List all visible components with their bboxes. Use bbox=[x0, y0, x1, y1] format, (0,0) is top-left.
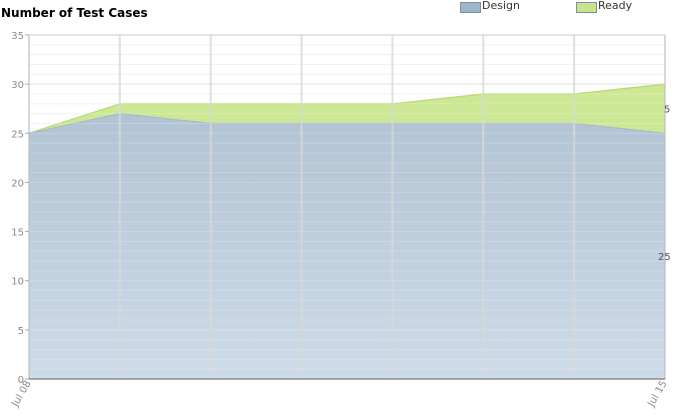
data-labels: 5 25 bbox=[658, 105, 671, 263]
y-tick-label: 20 bbox=[11, 178, 24, 189]
series-line-ready bbox=[28, 83, 666, 134]
area-design bbox=[29, 113, 665, 379]
legend-label-ready: Ready bbox=[598, 0, 633, 12]
area-ready bbox=[29, 84, 665, 134]
series-line-design bbox=[28, 113, 666, 134]
legend-label-design: Design bbox=[482, 0, 520, 12]
y-tick-label: 25 bbox=[11, 129, 24, 140]
y-tick-label: 35 bbox=[11, 31, 24, 42]
legend-swatch-ready bbox=[576, 2, 597, 13]
series-areas bbox=[28, 83, 666, 379]
x-axis-ticks: Jul 08 Jul 15 bbox=[10, 379, 670, 410]
y-tick-label: 10 bbox=[11, 277, 24, 288]
legend-swatch-design bbox=[460, 2, 481, 13]
data-label-design: 25 bbox=[658, 252, 671, 263]
y-tick-label: 5 bbox=[18, 326, 24, 337]
y-tick-label: 30 bbox=[11, 80, 24, 91]
area-stripes bbox=[29, 44, 665, 370]
y-tick-label: 15 bbox=[11, 228, 24, 239]
data-label-ready: 5 bbox=[664, 105, 670, 116]
vertical-gridlines bbox=[118, 35, 576, 379]
y-axis-label: Number of Test Cases bbox=[1, 6, 148, 20]
plot-frame bbox=[28, 34, 666, 380]
y-tick-label: 0 bbox=[18, 375, 24, 386]
x-tick-label: Jul 08 bbox=[10, 379, 34, 410]
y-axis-ticks: 0 5 10 15 20 25 30 35 bbox=[11, 31, 29, 386]
x-tick-label: Jul 15 bbox=[646, 379, 670, 410]
